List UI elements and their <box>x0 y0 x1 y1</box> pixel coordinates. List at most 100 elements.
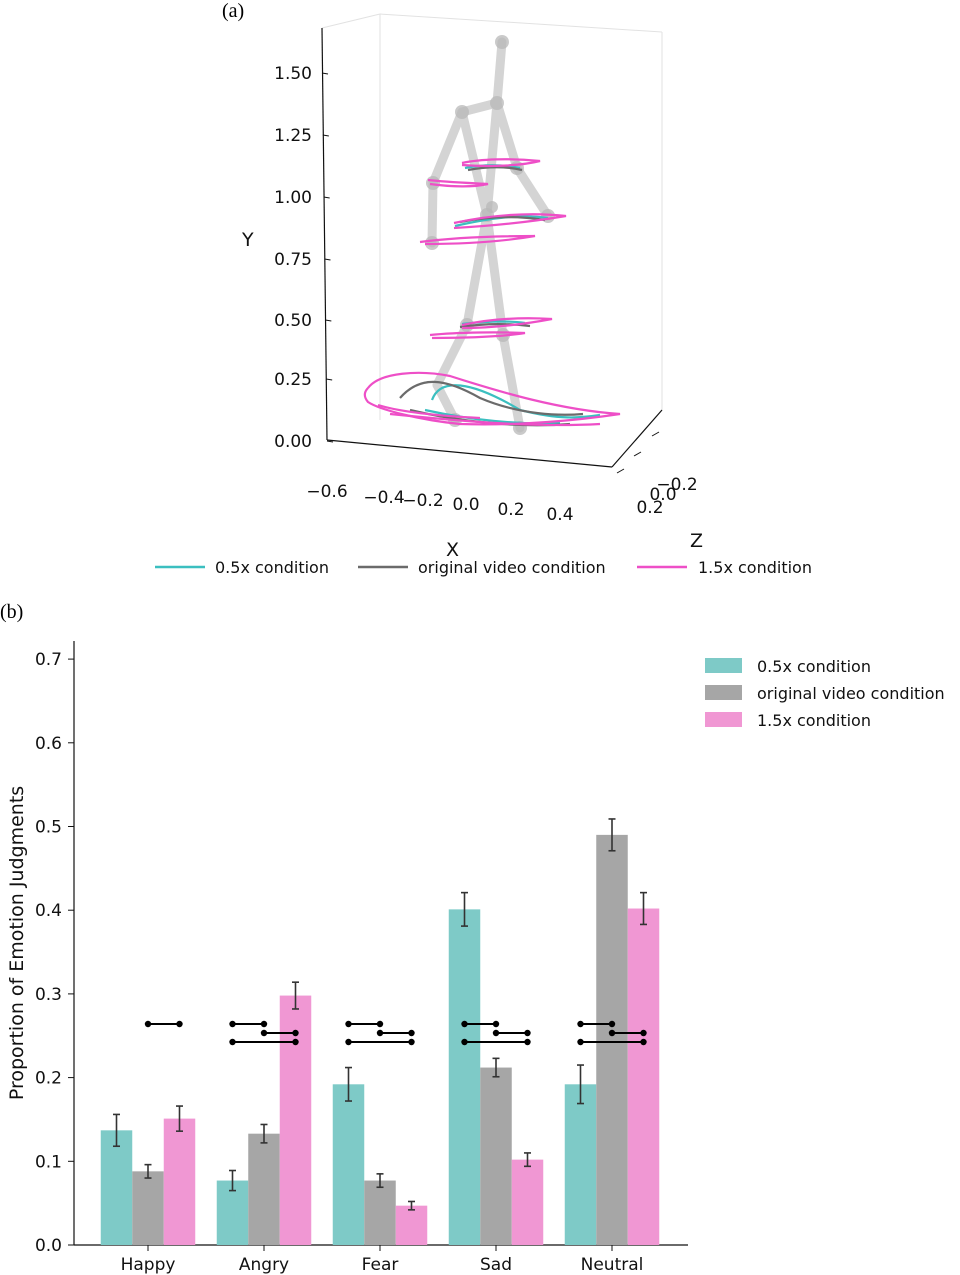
significance-dot <box>461 1038 468 1046</box>
a-x-ticks: −0.6 −0.4−0.2 0.0 0.2 0.4 <box>306 482 573 525</box>
z-axis-line <box>611 409 663 468</box>
significance-dot <box>408 1029 415 1037</box>
a-y-tick-mark <box>324 258 331 261</box>
legend-a-label-1.5x: 1.5x condition <box>698 558 812 577</box>
bar-neutral-1 <box>596 834 628 1245</box>
b-y-tick-label: 0.0 <box>35 1236 62 1256</box>
b-bars <box>100 834 660 1245</box>
b-x-tick-label: Fear <box>362 1255 399 1275</box>
panel-b-bar-chart: 0.0 0.1 0.2 0.3 0.4 0.5 0.6 0.7 Happy Angry Fear S… <box>6 641 945 1275</box>
a-x-tick-label: −0.2 <box>402 491 443 511</box>
b-y-ticks: 0.0 0.1 0.2 0.3 0.4 0.5 0.6 0.7 <box>35 650 74 1256</box>
significance-dot <box>260 1020 268 1028</box>
significance-dot <box>260 1029 268 1037</box>
legend-b-swatch-original <box>705 685 742 700</box>
bar-sad-0 <box>448 909 481 1245</box>
bar-angry-2 <box>279 995 312 1245</box>
a-x-tick-label: 0.4 <box>546 505 573 525</box>
panel-a-3d-plot: 0.000.250.500.751.001.251.50 −0.6 −0.4−0.… <box>155 13 812 577</box>
significance-dot <box>292 1029 299 1037</box>
significance-dot <box>640 1038 647 1046</box>
a-z-tick-mark <box>633 451 642 457</box>
a-y-tick-label: 0.75 <box>274 250 312 270</box>
b-error-bars <box>113 818 647 1211</box>
significance-dot <box>376 1020 384 1028</box>
bar-neutral-2 <box>627 908 660 1245</box>
legend-b-swatch-0.5x <box>705 658 742 673</box>
b-x-ticks: Happy Angry Fear Sad Neutral <box>121 1245 644 1275</box>
a-y-tick-mark <box>321 72 329 75</box>
legend-b-label-original: original video condition <box>757 684 945 703</box>
significance-dot <box>292 1038 299 1046</box>
a-y-tick-mark <box>326 378 333 381</box>
significance-dot <box>577 1038 584 1046</box>
significance-dot <box>577 1020 584 1028</box>
a-z-tick-label: 0.2 <box>636 498 663 518</box>
bar-happy-2 <box>163 1118 196 1245</box>
a-y-ticks: 0.00 0.25 0.50 0.75 1.00 1.25 1.50 <box>274 64 334 452</box>
bar-happy-1 <box>132 1171 164 1245</box>
b-x-tick-label: Neutral <box>581 1255 644 1275</box>
a-y-tick-mark <box>326 440 334 443</box>
y-axis-line <box>321 27 328 441</box>
a-y-tick-label: 1.50 <box>274 64 312 84</box>
significance-dot <box>461 1020 468 1028</box>
x-axis-line <box>326 439 613 468</box>
a-z-tick-label: −0.2 <box>656 475 697 495</box>
legend-b-swatch-1.5x <box>705 712 742 727</box>
bar-fear-2 <box>395 1205 428 1245</box>
a-y-tick-mark <box>322 134 329 137</box>
b-y-tick-label: 0.7 <box>35 650 62 670</box>
significance-dot <box>492 1029 500 1037</box>
a-z-axis-label: Z <box>690 530 703 552</box>
a-x-axis-label: X <box>446 539 459 561</box>
significance-dot <box>229 1038 236 1046</box>
significance-dot <box>640 1029 647 1037</box>
b-y-tick-label: 0.5 <box>35 818 62 838</box>
a-y-tick-label: 0.50 <box>274 311 312 331</box>
significance-dot <box>524 1029 531 1037</box>
significance-dot <box>408 1038 415 1046</box>
bar-angry-1 <box>248 1133 280 1245</box>
b-y-tick-label: 0.6 <box>35 734 62 754</box>
bar-sad-2 <box>511 1159 544 1245</box>
legend-b-label-0.5x: 0.5x condition <box>757 657 871 676</box>
b-y-tick-label: 0.1 <box>35 1152 62 1172</box>
a-z-ticks: −0.20.00.2 <box>616 431 698 518</box>
bar-fear-0 <box>332 1084 365 1245</box>
bar-neutral-0 <box>564 1084 597 1245</box>
b-y-axis-label: Proportion of Emotion Judgments <box>6 786 28 1100</box>
panel-a-label: (a) <box>222 0 244 22</box>
significance-dot <box>376 1029 384 1037</box>
a-x-tick-label: −0.6 <box>306 482 347 502</box>
b-x-tick-label: Sad <box>480 1255 512 1275</box>
b-x-tick-label: Angry <box>239 1255 289 1275</box>
trajectory-1.5x <box>363 158 621 427</box>
a-y-tick-mark <box>323 196 330 199</box>
b-significance-markers <box>144 1020 647 1046</box>
significance-dot <box>176 1020 183 1028</box>
skeleton-figure <box>427 37 553 433</box>
bar-fear-1 <box>364 1180 396 1245</box>
legend-b-label-1.5x: 1.5x condition <box>757 711 871 730</box>
a-z-tick-mark <box>651 431 660 437</box>
a-z-tick-label: 0.0 <box>649 485 676 505</box>
a-y-axis-label: Y <box>241 229 254 251</box>
b-y-tick-label: 0.2 <box>35 1069 62 1089</box>
panel-b-legend: 0.5x condition original video condition … <box>705 657 945 730</box>
significance-dot <box>144 1020 152 1028</box>
legend-a-label-0.5x: 0.5x condition <box>215 558 329 577</box>
significance-dot <box>345 1038 352 1046</box>
a-z-tick-mark <box>616 468 625 474</box>
b-x-tick-label: Happy <box>121 1255 176 1275</box>
a-x-tick-label: 0.0 <box>452 495 479 515</box>
b-y-tick-label: 0.3 <box>35 985 62 1005</box>
box-edges <box>321 13 663 420</box>
a-y-tick-mark <box>325 319 332 322</box>
significance-dot <box>229 1020 236 1028</box>
panel-b-label: (b) <box>0 601 23 623</box>
significance-dot <box>608 1029 616 1037</box>
panel-a-legend: 0.5x condition original video condition … <box>155 558 812 577</box>
significance-dot <box>492 1020 500 1028</box>
